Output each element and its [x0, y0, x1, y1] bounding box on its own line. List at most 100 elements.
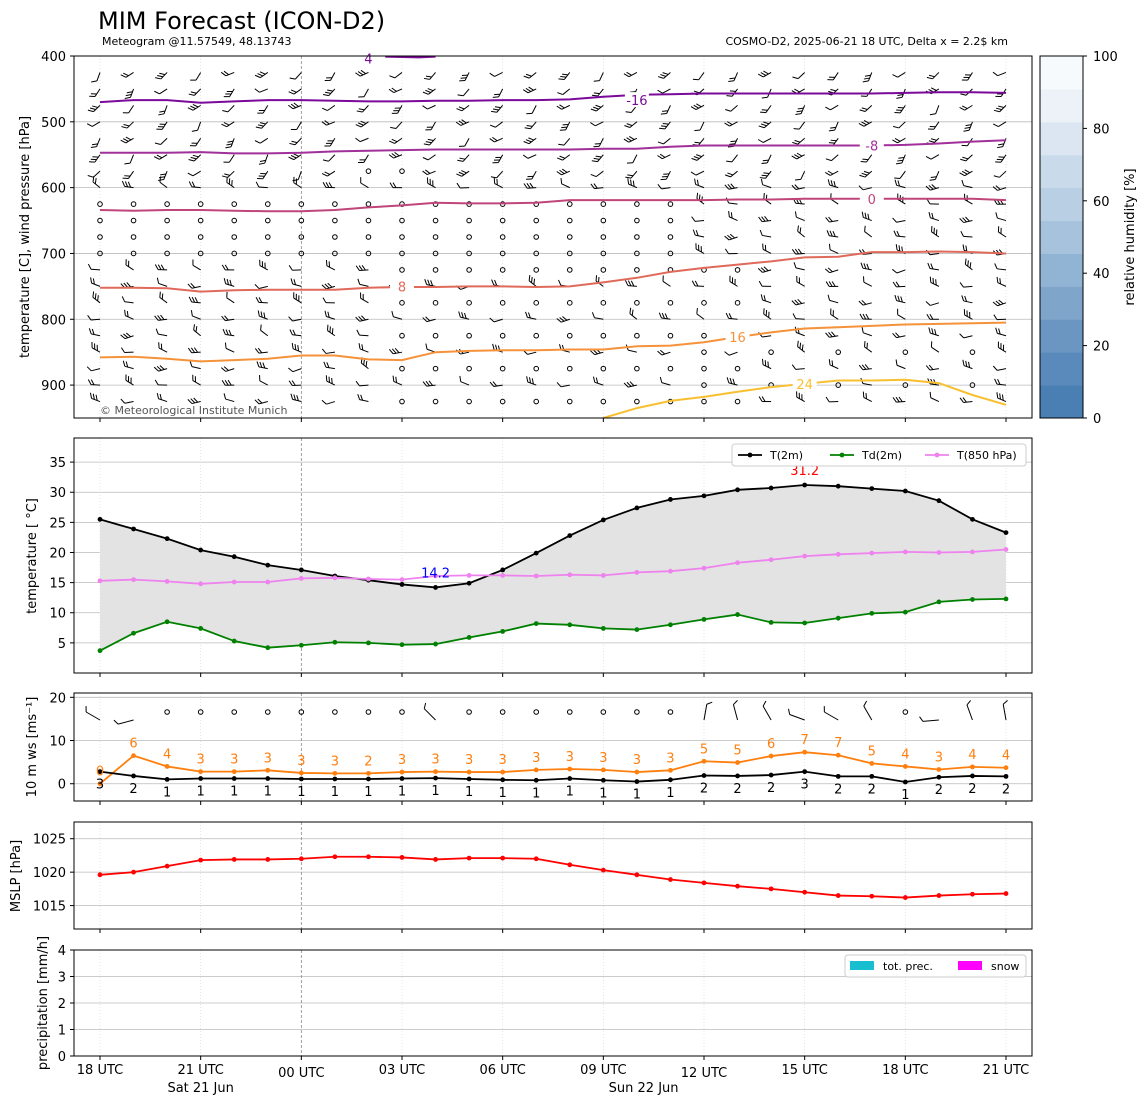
calm-wind-marker: [566, 234, 573, 240]
calm-wind-marker: [164, 201, 170, 207]
x-tick-label: 21 UTC: [983, 1063, 1029, 1078]
wind-barb: [695, 243, 705, 254]
wind-barb: [523, 72, 537, 79]
wind-barb: [626, 154, 638, 164]
temperature-point: [802, 620, 808, 626]
wind-barb: [355, 69, 369, 77]
calm-wind-marker: [197, 201, 204, 207]
colorbar-tick-label: 20: [1093, 340, 1110, 355]
wind-barb: [124, 88, 135, 99]
calm-wind-marker: [566, 250, 573, 257]
wind-barb: [120, 136, 134, 144]
wind-point: [668, 777, 673, 783]
wind-barb: [289, 329, 302, 337]
mslp-point: [164, 863, 170, 869]
calm-wind-marker: [533, 365, 540, 372]
wind-barb: [997, 341, 1007, 353]
temperature-point: [198, 626, 204, 631]
wind-barb: [858, 185, 872, 191]
calm-wind-marker: [634, 332, 640, 339]
wind-barb: [593, 72, 604, 82]
temperature-point: [298, 575, 304, 581]
temperature-point: [97, 516, 103, 522]
wind-barb: [459, 72, 470, 82]
wind-point: [600, 767, 606, 773]
calm-wind-marker: [600, 201, 607, 207]
temperature-point: [768, 557, 774, 563]
legend-swatch: [958, 961, 982, 970]
y-tick-label: 0: [58, 1050, 66, 1065]
calm-wind-marker: [734, 398, 741, 405]
calm-wind-marker: [164, 709, 170, 715]
wind-barb: [322, 297, 335, 304]
wind-barb: [120, 72, 134, 78]
wind-point: [466, 776, 472, 782]
wind-barb: [929, 276, 940, 287]
wind-barb: [190, 72, 202, 81]
wind-barb: [962, 359, 973, 370]
wind-point: [164, 764, 170, 769]
time-axis: 18 UTC 21 UTC 00 UTC 03 UTC 06 UTC 09 UTC 12 U…: [77, 1056, 1029, 1096]
y-tick-label: 35: [49, 456, 66, 471]
mean-wind-label: 2: [935, 783, 943, 798]
calm-wind-marker: [499, 300, 506, 306]
wind-barb: [321, 120, 336, 126]
wind-barb: [422, 88, 436, 95]
wind-barb: [997, 226, 1007, 238]
isotherm-label: 8: [398, 280, 406, 295]
wind-barb: [993, 105, 1007, 113]
wind-barb: [122, 360, 134, 370]
wind-barb: [993, 314, 1007, 321]
temperature-point: [668, 497, 673, 502]
wind-barb: [759, 229, 772, 238]
temperature-point: [298, 642, 304, 648]
wind-barb: [357, 278, 369, 287]
mslp-point: [768, 886, 774, 892]
mean-wind-label: 2: [767, 781, 775, 796]
temperature-point: [298, 567, 304, 573]
isotherm-line: [100, 250, 1007, 293]
wind-barb: [893, 121, 906, 129]
calm-wind-marker: [701, 300, 707, 306]
calm-wind-marker: [667, 217, 674, 224]
wind-barb: [760, 178, 772, 189]
wind-barb: [157, 170, 168, 181]
colorbar-tick-label: 40: [1093, 267, 1110, 282]
calm-wind-marker: [768, 349, 774, 355]
wind-point: [936, 767, 942, 772]
wind-point: [802, 769, 808, 775]
wind-barb: [254, 398, 268, 405]
isotherm-label: 4: [364, 53, 372, 68]
wind-barb: [489, 121, 503, 128]
wind-barb: [526, 105, 537, 115]
wind-barb: [254, 284, 268, 290]
calm-wind-marker: [399, 332, 405, 339]
wind-barb: [523, 137, 537, 145]
wind-barb: [992, 71, 1007, 77]
wind-barb: [87, 263, 101, 271]
min-temperature-label: 14.2: [421, 566, 450, 581]
wind-barb: [556, 168, 570, 176]
wind-barb: [894, 105, 906, 114]
wind-barb: [863, 276, 873, 287]
calm-wind-marker: [499, 250, 506, 257]
wind-barb: [792, 72, 806, 80]
wind-point: [768, 753, 774, 759]
wind-barb: [758, 121, 772, 129]
mean-wind-label: 1: [163, 785, 171, 800]
gust-label: 5: [700, 742, 708, 757]
wind-barb: [860, 262, 872, 271]
wind-barb: [792, 137, 805, 145]
temperature-point: [399, 577, 405, 583]
mean-wind-label: 1: [532, 786, 540, 801]
wind-barb: [491, 105, 504, 113]
wind-barb: [690, 170, 705, 176]
wind-barb: [154, 314, 168, 321]
wind-barb: [153, 365, 168, 372]
wind-barb: [992, 185, 1007, 191]
calm-wind-marker: [600, 709, 607, 715]
wind-barb: [86, 121, 101, 127]
wind-barb: [489, 72, 503, 77]
wind-barb: [423, 702, 436, 721]
wind-barb: [154, 379, 168, 386]
